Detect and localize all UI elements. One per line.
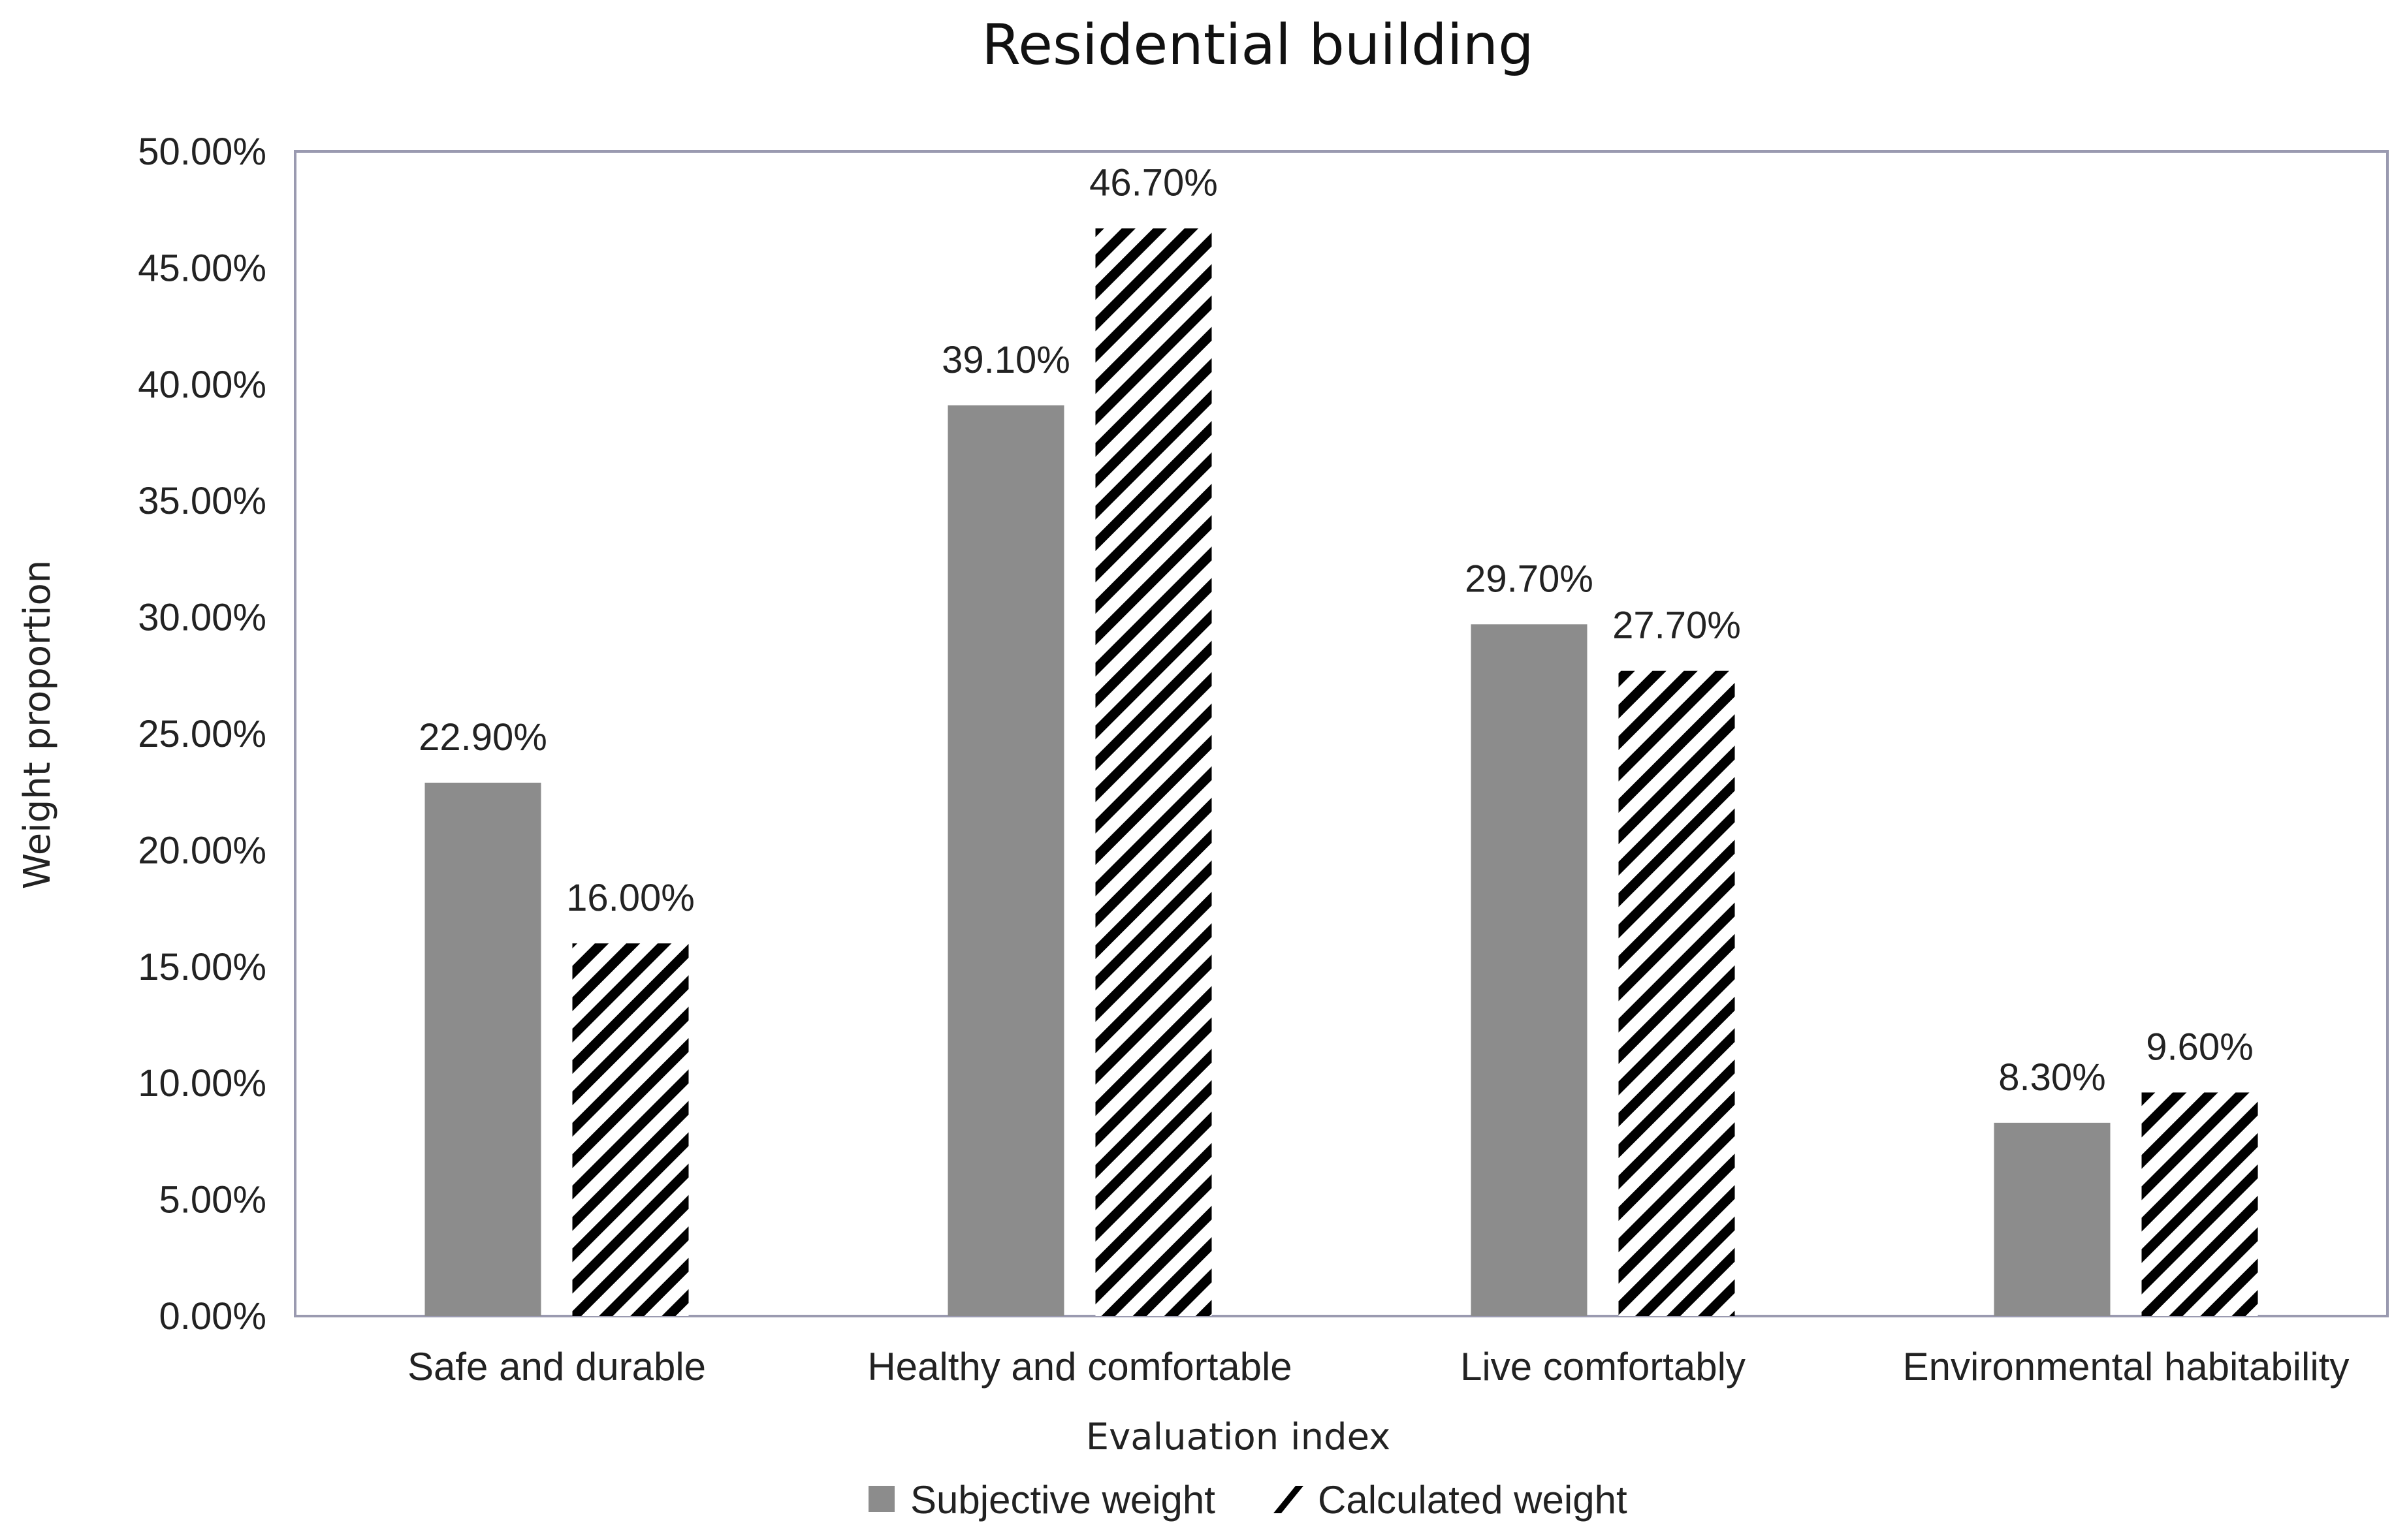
data-labels: 22.90% 16.00% 39.10% 46.70% 29.70% 27.70% 8.30… [419, 162, 2254, 1099]
bar-subjective [1471, 624, 1588, 1317]
y-tick-label: 0.00% [159, 1295, 266, 1338]
y-tick-label: 25.00% [138, 713, 266, 755]
plot-area [294, 150, 2389, 1317]
bar-calculated [1618, 670, 1735, 1316]
x-tick-label: Environmental habitability [1903, 1345, 2350, 1389]
data-label: 39.10% [942, 339, 1070, 381]
legend-label-calculated: Calculated weight [1318, 1478, 1627, 1522]
chart-title: Residential building [982, 12, 1534, 78]
data-label: 46.70% [1089, 162, 1218, 204]
y-tick-label: 15.00% [138, 946, 266, 988]
x-axis-label: Evaluation index [1086, 1416, 1390, 1458]
bar-subjective [1994, 1122, 2111, 1316]
bar-calculated [1095, 228, 1212, 1316]
y-tick-label: 20.00% [138, 829, 266, 872]
bar-calculated [572, 943, 689, 1316]
bars [424, 228, 2258, 1317]
x-axis-categories: Safe and durable Healthy and comfortable L… [407, 1345, 2349, 1389]
y-tick-label: 10.00% [138, 1062, 266, 1105]
y-tick-label: 45.00% [138, 247, 266, 289]
bar-subjective [948, 405, 1064, 1316]
y-axis-label: Weight proportion [16, 560, 59, 890]
y-tick-label: 35.00% [138, 480, 266, 522]
y-tick-label: 5.00% [159, 1179, 266, 1221]
data-label: 16.00% [566, 877, 695, 919]
bar-calculated [2141, 1092, 2258, 1316]
data-label: 27.70% [1612, 605, 1741, 647]
y-tick-label: 30.00% [138, 597, 266, 639]
x-tick-label: Live comfortably [1460, 1345, 1746, 1389]
bar-subjective [424, 782, 541, 1316]
data-label: 8.30% [1998, 1056, 2105, 1099]
legend: Subjective weight Calculated weight [869, 1478, 1627, 1522]
y-tick-label: 40.00% [138, 364, 266, 406]
x-tick-label: Healthy and comfortable [867, 1345, 1292, 1389]
legend-label-subjective: Subjective weight [910, 1478, 1215, 1522]
y-tick-label: 50.00% [138, 131, 266, 173]
data-label: 22.90% [419, 716, 547, 759]
x-tick-label: Safe and durable [407, 1345, 706, 1389]
data-label: 9.60% [2146, 1026, 2253, 1068]
legend-swatch-subjective [869, 1486, 895, 1512]
legend-swatch-calculated [1273, 1486, 1303, 1513]
y-axis-ticks: 0.00% 5.00% 10.00% 15.00% 20.00% 25.00% 30.00%… [138, 131, 266, 1338]
data-label: 29.70% [1465, 558, 1593, 600]
